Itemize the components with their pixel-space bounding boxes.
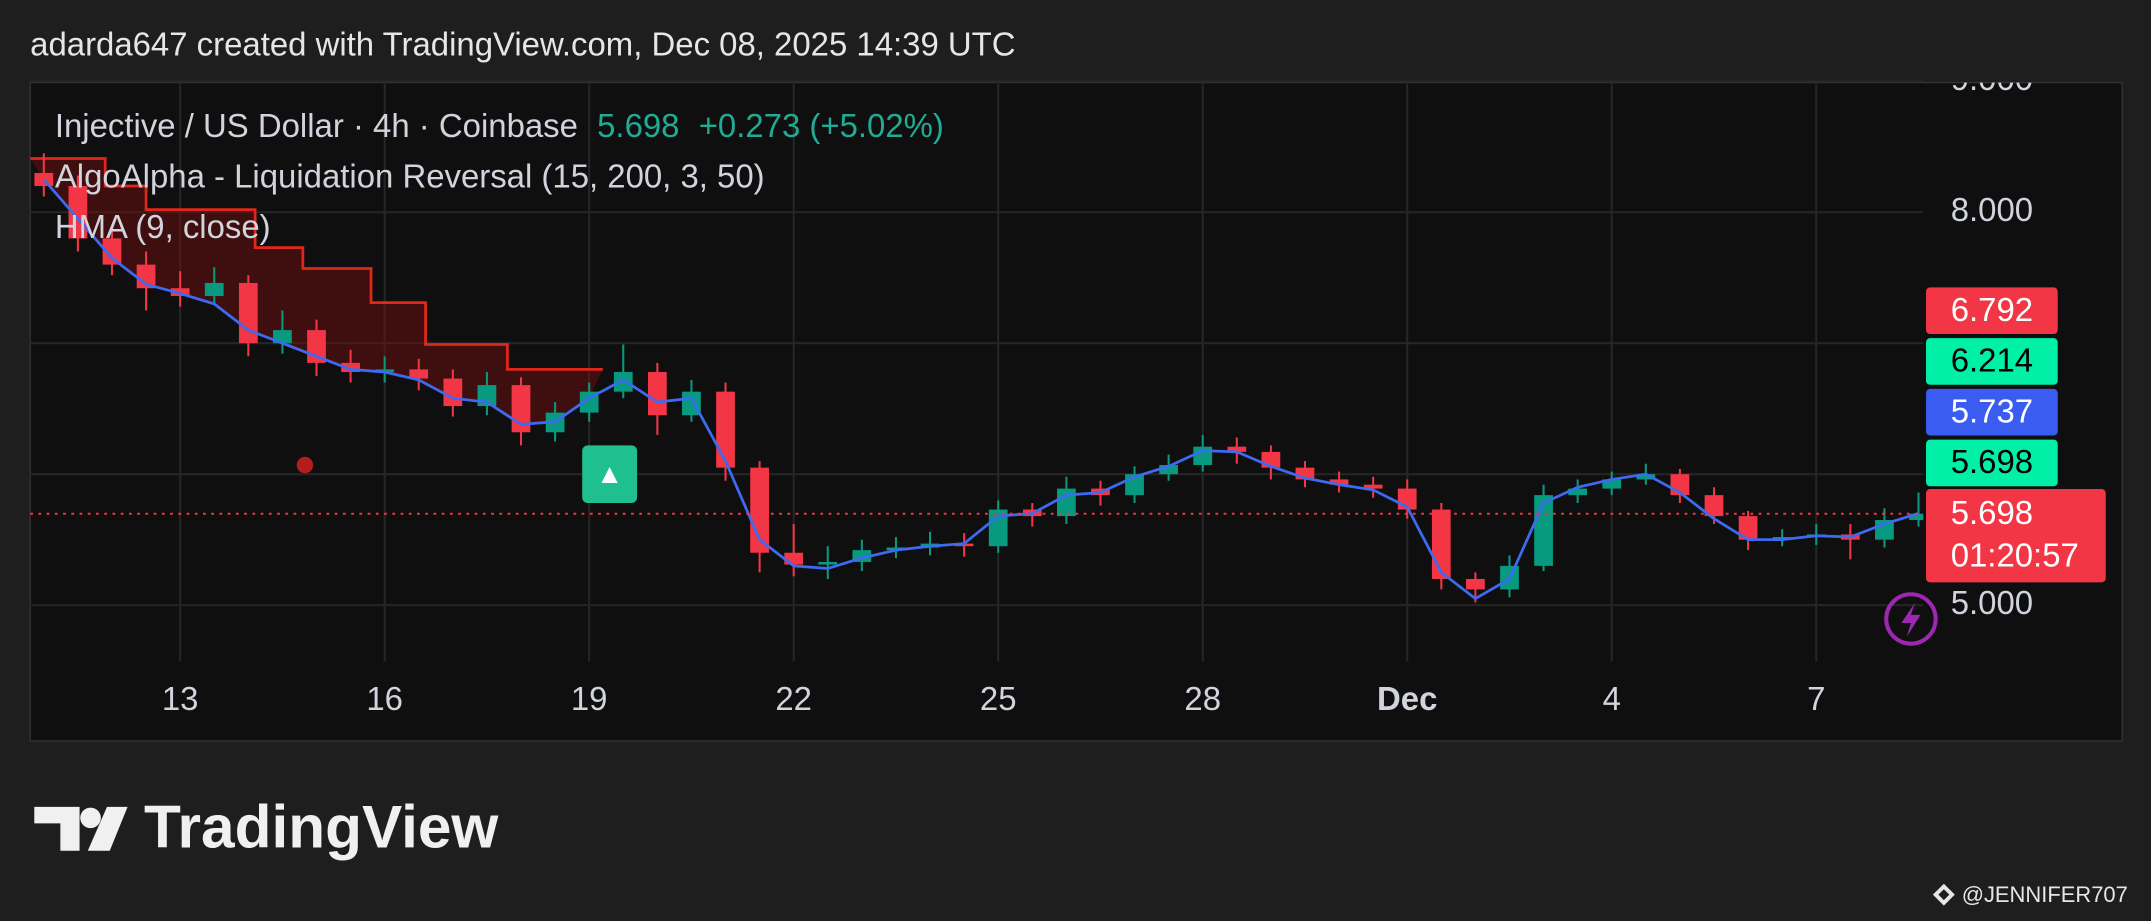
legend: Injective / US Dollar · 4h · Coinbase 5.6… (55, 107, 944, 246)
candle-body (1295, 467, 1315, 480)
x-tick-label: 4 (1603, 680, 1621, 717)
candle-body (716, 391, 735, 468)
last-price: 5.698 (597, 107, 679, 144)
signal-marker (582, 445, 638, 503)
axes: 5.000 8.000 9.000 13 16 19 22 25 28 Dec 4 7 (162, 60, 2033, 717)
candle-body (1704, 495, 1724, 517)
y-tick-label: 9.000 (1951, 60, 2033, 97)
candle-body (852, 550, 872, 562)
header-text: adarda647 created with TradingView.com, … (30, 26, 1015, 63)
candle-body (1159, 465, 1179, 475)
candle-body (1636, 474, 1656, 480)
indicator-name: AlgoAlpha - Liquidation Reversal (15, 20… (55, 157, 765, 194)
candle-body (1329, 479, 1349, 485)
brand-name: TradingView (144, 793, 499, 861)
candle-body (1057, 488, 1076, 517)
lightning (1901, 602, 1921, 637)
watermark-icon (1932, 883, 1955, 906)
price-badge (1926, 338, 2058, 385)
candle-body (1431, 509, 1451, 579)
y-tick-label: 8.000 (1951, 191, 2033, 228)
x-tick-label: Dec (1377, 680, 1437, 717)
candle-body (784, 552, 804, 565)
candle-body (204, 282, 224, 297)
candle-body (818, 561, 838, 565)
price-badge (1926, 388, 2058, 436)
watermark-text: @JENNIFER707 (1962, 882, 2128, 907)
watermark: @JENNIFER707 (1932, 882, 2128, 907)
plot-area: ▲ (30, 153, 1924, 603)
band-fill (30, 158, 603, 425)
price-badges: 6.792 6.214 5.737 5.698 5.698 01:20:57 (1926, 287, 2106, 583)
x-tick-label: 7 (1807, 680, 1825, 717)
candle-body (34, 172, 54, 187)
x-tick-label: 19 (571, 680, 608, 717)
price-badge-label: 5.698 (1951, 443, 2033, 480)
symbol-title: Injective / US Dollar · 4h · Coinbase 5.6… (55, 107, 944, 144)
alert-icon (1884, 592, 1938, 646)
chart-frame (29, 81, 2123, 742)
candle-body (1363, 484, 1383, 489)
candle-body (409, 369, 429, 379)
y-tick-label: 5.000 (1951, 584, 2033, 621)
price-badge-label: 5.698 (1951, 494, 2033, 531)
logo-v (87, 806, 128, 851)
logo-t (34, 806, 80, 851)
candle-body (613, 372, 633, 392)
brand-logo: TradingView (34, 793, 499, 861)
price-change: +0.273 (+5.02%) (699, 107, 944, 144)
signal-marker (296, 456, 314, 474)
candle-body (1738, 516, 1758, 540)
countdown: 01:20:57 (1951, 536, 2079, 573)
logo-dot (80, 807, 101, 829)
title: Injective / US Dollar · 4h · Coinbase (55, 107, 578, 144)
x-tick-label: 25 (980, 680, 1017, 717)
candle-body (238, 282, 258, 344)
price-badge-label: 6.792 (1951, 291, 2033, 328)
candle-body (647, 372, 667, 416)
candle-body (1602, 479, 1622, 489)
candle-body (1568, 488, 1588, 496)
candle-body (443, 378, 463, 407)
x-tick-label: 28 (1184, 680, 1221, 717)
alert-circle (1884, 592, 1938, 646)
candle-body (273, 330, 292, 344)
x-tick-label: 22 (775, 680, 812, 717)
x-tick-label: 16 (366, 680, 403, 717)
price-badge (1926, 287, 2058, 335)
candle-body (1227, 446, 1247, 452)
candle-body (341, 362, 360, 373)
price-badge-label: 5.737 (1951, 392, 2033, 429)
hma-line (42, 178, 1919, 601)
candle-body (102, 238, 122, 265)
price-badge (1926, 439, 2058, 487)
candle-body (1909, 513, 1924, 521)
signal-label: ▲ (596, 458, 623, 489)
price-badge (1926, 489, 2106, 583)
band-line (30, 157, 603, 371)
candle-body (1466, 578, 1485, 590)
indicator-name: HMA (9, close) (55, 208, 271, 245)
price-badge-label: 6.214 (1951, 342, 2033, 379)
x-tick-label: 13 (162, 680, 199, 717)
